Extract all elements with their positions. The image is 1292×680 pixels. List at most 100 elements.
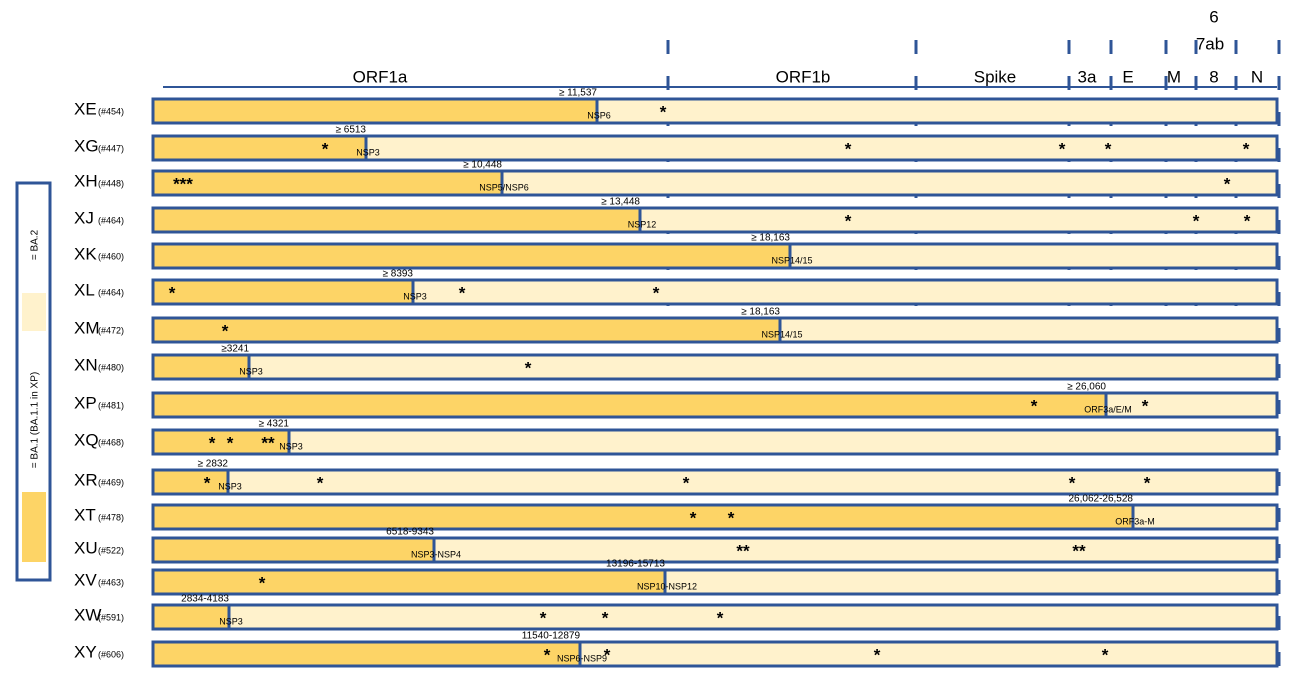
region-label: NSP10-NSP12 (637, 581, 697, 591)
ba2-segment (151, 603, 1279, 631)
row-count: (#481) (98, 400, 124, 410)
ba1-segment (154, 281, 413, 303)
mutation-star: * (717, 608, 724, 627)
region-label: NSP6-NSP9 (557, 653, 607, 663)
gene-label: E (1122, 67, 1133, 86)
region-label: NSP3-NSP4 (411, 549, 461, 559)
mutation-star: * (1102, 645, 1109, 664)
region-label: ORF3a/E/M (1084, 404, 1132, 414)
mutation-star: * (1144, 473, 1151, 492)
mutation-star: * (1224, 174, 1231, 193)
breakpoint-label: ≥ 18,163 (741, 307, 780, 318)
gene-label: N (1251, 67, 1263, 86)
row-label: XG (74, 136, 99, 155)
ba2-segment (151, 353, 1279, 381)
region-label: NSP3 (356, 147, 380, 157)
breakpoint-label: 13196-15713 (606, 559, 665, 570)
mutation-star: * (690, 508, 697, 527)
mutation-star: * (1142, 396, 1149, 415)
mutation-star: * (222, 321, 229, 340)
row-count: (#464) (98, 215, 124, 225)
row-label: XV (74, 570, 97, 589)
row-count: (#460) (98, 251, 124, 261)
row-count: (#606) (98, 649, 124, 659)
breakpoint-label: ≥ 26,060 (1067, 382, 1106, 393)
breakpoint-label: ≥ 8393 (382, 269, 413, 280)
ba2-segment (151, 468, 1279, 496)
ba1-segment (154, 471, 228, 493)
row-label: XY (74, 642, 97, 661)
breakpoint-label: ≥ 6513 (335, 125, 366, 136)
mutation-star: * (1031, 396, 1038, 415)
ba1-segment (154, 137, 366, 159)
region-label: NSP3 (218, 481, 242, 491)
gene-label: ORF1b (776, 67, 831, 86)
breakpoint-label: 6518-9343 (386, 527, 434, 538)
mutation-star: * (1105, 139, 1112, 158)
row-count: (#448) (98, 178, 124, 188)
region-label: NSP14/15 (761, 329, 802, 339)
row-count: (#463) (98, 577, 124, 587)
legend-text: = BA.2 (30, 229, 41, 260)
row-count: (#591) (98, 612, 124, 622)
mutation-star: * (459, 283, 466, 302)
row-count: (#454) (98, 106, 124, 116)
row-label: XK (74, 244, 97, 263)
mutation-star: * (604, 645, 611, 664)
ba1-segment (154, 571, 665, 593)
legend-text: = BA.1 (BA.1.1 in XP) (30, 372, 41, 468)
region-label: NSP3 (403, 291, 427, 301)
gene-label: 6 (1209, 7, 1218, 26)
gene-label: Spike (974, 67, 1017, 86)
ba1-segment (154, 539, 434, 561)
mutation-star: * (525, 358, 532, 377)
breakpoint-label: ≥ 11,537 (559, 88, 598, 99)
ba1-segment (154, 394, 1106, 416)
region-label: NSP3 (219, 616, 243, 626)
mutation-star: ** (261, 433, 275, 452)
mutation-star: * (227, 433, 234, 452)
row-label: XQ (74, 430, 99, 449)
legend-ba1 (22, 492, 46, 562)
mutation-star: * (169, 283, 176, 302)
row-label: XT (74, 505, 96, 524)
gene-label: 7ab (1196, 34, 1224, 53)
mutation-star: * (209, 433, 216, 452)
mutation-star: * (874, 645, 881, 664)
row-count: (#464) (98, 287, 124, 297)
breakpoint-label: ≥ 10,448 (463, 160, 502, 171)
breakpoint-label: 11540-12879 (522, 631, 581, 642)
mutation-star: * (259, 573, 266, 592)
mutation-star: * (204, 473, 211, 492)
row-label: XL (74, 280, 95, 299)
gene-label: 8 (1209, 67, 1218, 86)
breakpoint-label: ≥ 18,163 (751, 233, 790, 244)
mutation-star: * (1069, 473, 1076, 492)
mutation-star: * (540, 608, 547, 627)
region-label: NSP3 (279, 441, 303, 451)
row-label: XH (74, 171, 98, 190)
ba1-segment (154, 100, 597, 122)
mutation-star: * (660, 102, 667, 121)
gene-label: ORF1a (353, 67, 408, 86)
breakpoint-label: ≥ 2832 (197, 459, 228, 470)
mutation-star: * (544, 645, 551, 664)
row-label: XM (74, 318, 100, 337)
ba1-segment (154, 319, 780, 341)
row-count: (#468) (98, 437, 124, 447)
ba1-segment (154, 245, 790, 267)
mutation-star: * (728, 508, 735, 527)
breakpoint-label: ≥ 13,448 (601, 197, 640, 208)
ba2-segment (151, 428, 1279, 456)
mutation-star: * (322, 139, 329, 158)
mutation-star: * (602, 608, 609, 627)
mutation-star: * (1059, 139, 1066, 158)
mutation-star: * (1243, 139, 1250, 158)
row-label: XJ (74, 208, 94, 227)
row-label: XP (74, 393, 97, 412)
mutation-star: * (845, 211, 852, 230)
mutation-star: ** (736, 541, 750, 560)
row-count: (#469) (98, 477, 124, 487)
mutation-star: * (1244, 211, 1251, 230)
